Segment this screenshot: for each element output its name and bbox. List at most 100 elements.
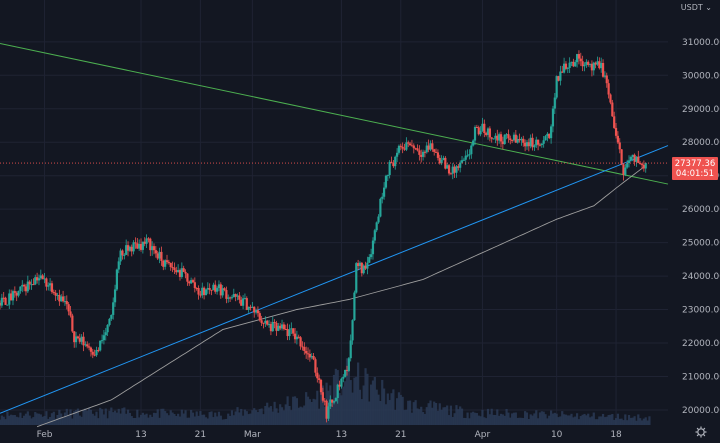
y-tick-label: 20000.00: [682, 406, 720, 416]
candle-body: [15, 292, 18, 296]
candle-body: [408, 143, 412, 146]
candle-body: [514, 134, 517, 143]
candle-body: [607, 83, 610, 95]
candle-body: [126, 245, 130, 251]
volume-bar: [182, 413, 185, 425]
candle-body: [498, 134, 501, 141]
candle-body: [588, 63, 592, 65]
candle-body: [13, 291, 16, 293]
volume-bar: [37, 413, 41, 425]
volume-bar: [499, 413, 503, 425]
volume-bar: [477, 415, 480, 425]
candle-body: [394, 156, 397, 167]
candle-body: [598, 61, 601, 69]
candle-body: [603, 75, 607, 77]
volume-bar: [481, 409, 484, 425]
candle-body: [216, 288, 219, 292]
current-price-tag: [672, 157, 718, 181]
volume-bar: [564, 414, 568, 425]
volume-bar: [527, 419, 530, 425]
candle-body: [451, 166, 454, 174]
volume-bar: [357, 362, 360, 425]
volume-bar: [208, 412, 211, 425]
volume-bar: [164, 411, 167, 425]
current-price-value: 27377.36: [675, 159, 716, 169]
candle-body: [420, 154, 423, 157]
volume-bar: [11, 415, 15, 425]
volume-bar: [390, 393, 393, 425]
volume-bar: [559, 416, 562, 425]
candle-body: [169, 262, 172, 268]
volume-bar: [453, 413, 456, 425]
candle-body: [210, 289, 213, 291]
volume-bar: [446, 405, 449, 425]
volume-bar: [143, 414, 146, 425]
volume-bar: [407, 400, 410, 425]
candle-body: [28, 281, 31, 285]
volume-bar: [562, 414, 566, 425]
candle-body: [241, 298, 245, 306]
candle-body: [236, 295, 239, 297]
volume-bar: [321, 385, 324, 425]
volume-bar: [570, 413, 573, 425]
volume-bar: [345, 358, 349, 425]
volume-bar: [32, 417, 35, 425]
volume-bar: [553, 412, 556, 425]
candle-body: [473, 127, 477, 141]
volume-bar: [347, 367, 350, 425]
candle-body: [73, 331, 76, 343]
volume-bar: [271, 411, 274, 425]
candle-body: [288, 329, 291, 337]
candle-body: [575, 54, 579, 63]
candle-body: [477, 127, 480, 135]
volume-bar: [156, 409, 159, 425]
volume-bar: [169, 410, 172, 425]
volume-bar: [505, 408, 508, 425]
volume-bar: [418, 409, 421, 425]
volume-bar: [488, 414, 491, 425]
candle-body: [247, 306, 250, 310]
volume-bar: [63, 412, 67, 425]
volume-bar: [639, 418, 642, 425]
candle-body: [407, 142, 410, 144]
volume-bar: [125, 413, 128, 425]
y-tick-label: 28000.00: [682, 138, 720, 148]
volume-bar: [425, 407, 428, 425]
candle-body: [516, 138, 519, 143]
volume-bar: [299, 406, 302, 425]
candle-body: [195, 287, 198, 289]
candle-body: [308, 353, 311, 358]
currency-selector[interactable]: USDT ⌄: [681, 3, 712, 12]
chevron-down-icon: ⌄: [705, 3, 712, 12]
volume-bar: [397, 392, 401, 425]
volume-bar: [600, 416, 603, 425]
candle-body: [145, 238, 148, 244]
volume-bar: [353, 377, 356, 425]
candle-body: [559, 71, 562, 81]
volume-bar: [312, 398, 315, 425]
volume-bar: [175, 415, 178, 425]
candle-body: [370, 254, 373, 258]
x-tick-label: Apr: [475, 430, 491, 440]
volume-bar: [286, 396, 289, 425]
candle-body: [511, 140, 514, 142]
volume-bar: [383, 388, 386, 425]
volume-bar: [45, 411, 48, 425]
volume-bar: [592, 412, 595, 425]
volume-bar: [197, 415, 200, 425]
candle-body: [329, 399, 332, 407]
candle-body: [312, 356, 315, 360]
gear-icon[interactable]: [695, 426, 707, 438]
volume-bar: [631, 417, 634, 425]
volume-bar: [620, 418, 623, 425]
bar-countdown: 04:01:51: [676, 169, 714, 179]
y-tick-label: 22000.00: [682, 339, 720, 349]
candle-body: [483, 123, 486, 134]
volume-bar: [199, 411, 202, 425]
volume-bar: [247, 414, 250, 425]
volume-bar: [609, 414, 612, 425]
volume-bar: [388, 400, 391, 425]
candle-body: [475, 127, 478, 129]
volume-bar: [293, 396, 297, 425]
